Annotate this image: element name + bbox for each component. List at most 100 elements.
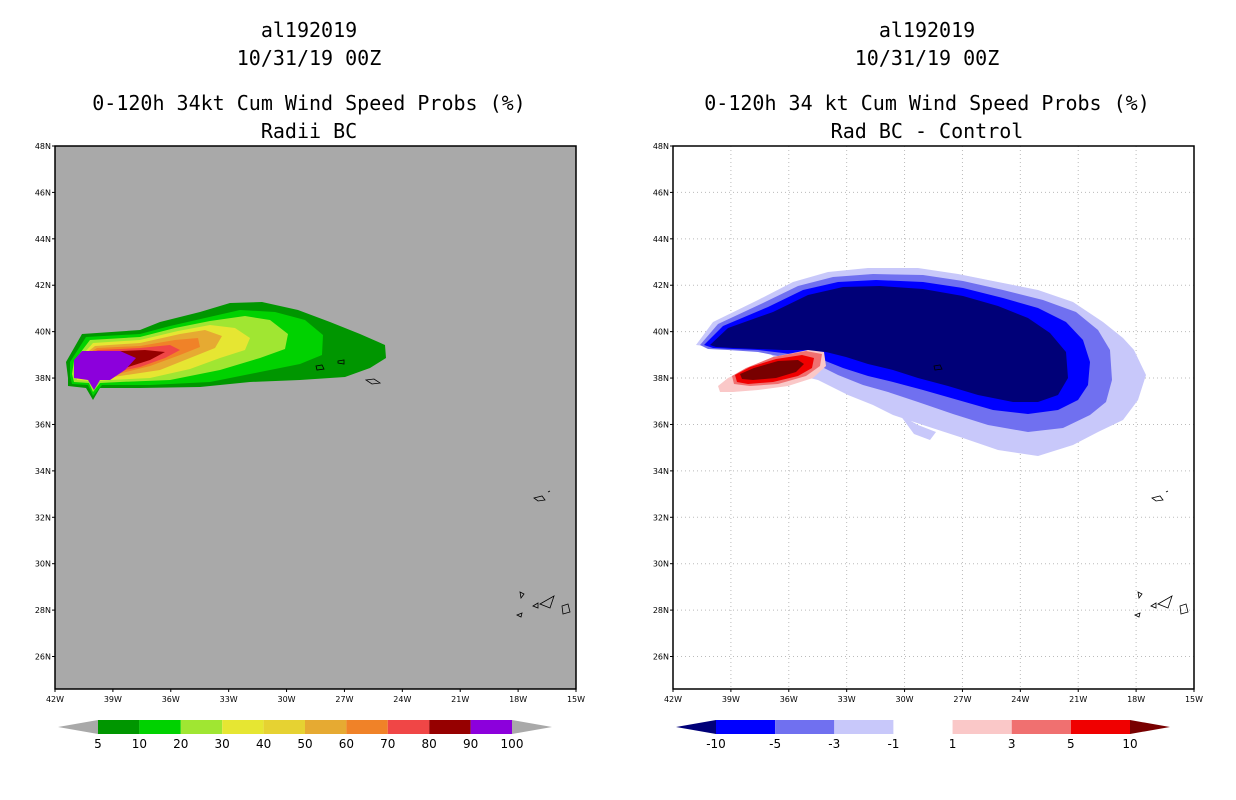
- left-lon-label: 18W: [509, 695, 527, 704]
- right-lat-label: 28N: [653, 606, 669, 615]
- left-colorbar-swatch: [222, 720, 264, 734]
- left-datetime: 10/31/19 00Z: [236, 46, 382, 70]
- right-diff-plus-10: [740, 360, 804, 380]
- left-colorbar-label: 5: [94, 737, 102, 751]
- left-storm-id: al192019: [260, 18, 358, 42]
- right-lon-label: 15W: [1185, 695, 1203, 704]
- right-lon-label: 33W: [838, 695, 856, 704]
- right-lon-label: 24W: [1011, 695, 1029, 704]
- left-map-figure: 48N 46N 44N 42N 40N 38N 36N 34N 32N 30N 28N 26N 42W…: [35, 142, 585, 751]
- left-lat-label: 34N: [35, 467, 51, 476]
- left-colorbar-high-end: [512, 720, 552, 734]
- left-subtitle: Radii BC: [260, 119, 358, 143]
- right-colorbar-swatch: [893, 720, 953, 734]
- right-colorbar-label: 1: [949, 737, 957, 751]
- left-map-background: [55, 146, 576, 689]
- right-madeira-island: [1151, 490, 1169, 502]
- left-colorbar-label: 10: [132, 737, 147, 751]
- left-azores-island-1: [337, 359, 345, 365]
- right-colorbar-low-end: [676, 720, 716, 734]
- right-lat-label: 34N: [653, 467, 669, 476]
- right-colorbar-label: -3: [828, 737, 840, 751]
- left-colorbar-swatch: [470, 720, 512, 734]
- left-azores-island-3: [364, 378, 382, 385]
- right-colorbar-label: 5: [1067, 737, 1075, 751]
- left-colorbar-label: 100: [501, 737, 524, 751]
- left-colorbar-label: 30: [215, 737, 230, 751]
- right-colorbar-label: -10: [706, 737, 726, 751]
- right-colorbar-swatch: [952, 720, 1012, 734]
- left-lat-label: 36N: [35, 420, 51, 429]
- right-colorbar-high-end: [1130, 720, 1170, 734]
- left-colorbar-swatch: [305, 720, 347, 734]
- left-swath-90: [74, 351, 136, 390]
- left-colorbar-label: 90: [463, 737, 478, 751]
- right-diff-minus-10: [710, 286, 1068, 402]
- left-colorbar-label: 80: [422, 737, 437, 751]
- left-lat-label: 44N: [35, 235, 51, 244]
- left-colorbar-swatch: [98, 720, 140, 734]
- right-lat-label: 32N: [653, 513, 669, 522]
- left-lon-label: 15W: [567, 695, 585, 704]
- right-lon-label: 18W: [1127, 695, 1145, 704]
- right-azores-island-1: [933, 364, 943, 371]
- left-lat-label: 28N: [35, 606, 51, 615]
- left-lon-label: 36W: [162, 695, 180, 704]
- left-lat-label: 30N: [35, 560, 51, 569]
- right-colorbar-label: 3: [1008, 737, 1016, 751]
- right-colorbar-label: -5: [769, 737, 781, 751]
- left-lon-label: 39W: [104, 695, 122, 704]
- right-lat-label: 44N: [653, 235, 669, 244]
- right-datetime: 10/31/19 00Z: [854, 46, 1000, 70]
- right-storm-id: al192019: [878, 18, 976, 42]
- right-colorbar-swatch: [716, 720, 776, 734]
- right-lon-label: 39W: [722, 695, 740, 704]
- left-lat-label: 32N: [35, 513, 51, 522]
- left-product-title: 0-120h 34kt Cum Wind Speed Probs (%): [92, 91, 526, 115]
- right-lat-label: 30N: [653, 560, 669, 569]
- left-colorbar-swatch: [387, 720, 430, 734]
- right-lon-label: 42W: [664, 695, 682, 704]
- left-lon-label: 27W: [335, 695, 353, 704]
- left-colorbar-swatch: [180, 720, 223, 734]
- left-canary-islands: [516, 591, 571, 618]
- right-colorbar-swatch: [1070, 720, 1130, 734]
- left-lat-label: 48N: [35, 142, 51, 151]
- right-lon-label: 27W: [953, 695, 971, 704]
- right-colorbar-label: -1: [887, 737, 899, 751]
- right-lon-label: 21W: [1069, 695, 1087, 704]
- left-lat-label: 42N: [35, 281, 51, 290]
- left-colorbar-label: 40: [256, 737, 271, 751]
- right-lat-label: 48N: [653, 142, 669, 151]
- right-lat-label: 38N: [653, 374, 669, 383]
- right-subtitle: Rad BC - Control: [830, 119, 1024, 143]
- right-product-title: 0-120h 34 kt Cum Wind Speed Probs (%): [704, 91, 1150, 115]
- left-lon-label: 30W: [278, 695, 296, 704]
- left-colorbar-swatch: [263, 720, 305, 734]
- right-map-frame: [672, 145, 1195, 690]
- left-lat-label: 40N: [35, 328, 51, 337]
- left-lon-label: 42W: [46, 695, 64, 704]
- left-colorbar-low-end: [58, 720, 98, 734]
- left-colorbar-swatch: [346, 720, 388, 734]
- right-colorbar-label: 10: [1122, 737, 1137, 751]
- left-lon-label: 33W: [220, 695, 238, 704]
- right-lat-label: 40N: [653, 328, 669, 337]
- left-colorbar-swatch: [429, 720, 471, 734]
- left-madeira-island: [533, 490, 551, 502]
- right-colorbar-swatch: [1011, 720, 1071, 734]
- right-map-figure: 48N 46N 44N 42N 40N 38N 36N 34N 32N 30N 28N 26N 42W…: [653, 142, 1203, 751]
- left-lat-label: 38N: [35, 374, 51, 383]
- right-lon-label: 36W: [780, 695, 798, 704]
- left-lat-label: 26N: [35, 653, 51, 662]
- left-map-frame: [54, 145, 577, 690]
- left-colorbar-swatch: [139, 720, 181, 734]
- right-lat-label: 36N: [653, 420, 669, 429]
- left-lat-label: 46N: [35, 188, 51, 197]
- right-lon-label: 30W: [896, 695, 914, 704]
- right-lat-label: 42N: [653, 281, 669, 290]
- left-colorbar-label: 50: [297, 737, 312, 751]
- right-colorbar-swatch: [775, 720, 835, 734]
- right-map-panel: al192019 10/31/19 00Z 0-120h 34 kt Cum W…: [618, 0, 1236, 800]
- left-lon-label: 21W: [451, 695, 469, 704]
